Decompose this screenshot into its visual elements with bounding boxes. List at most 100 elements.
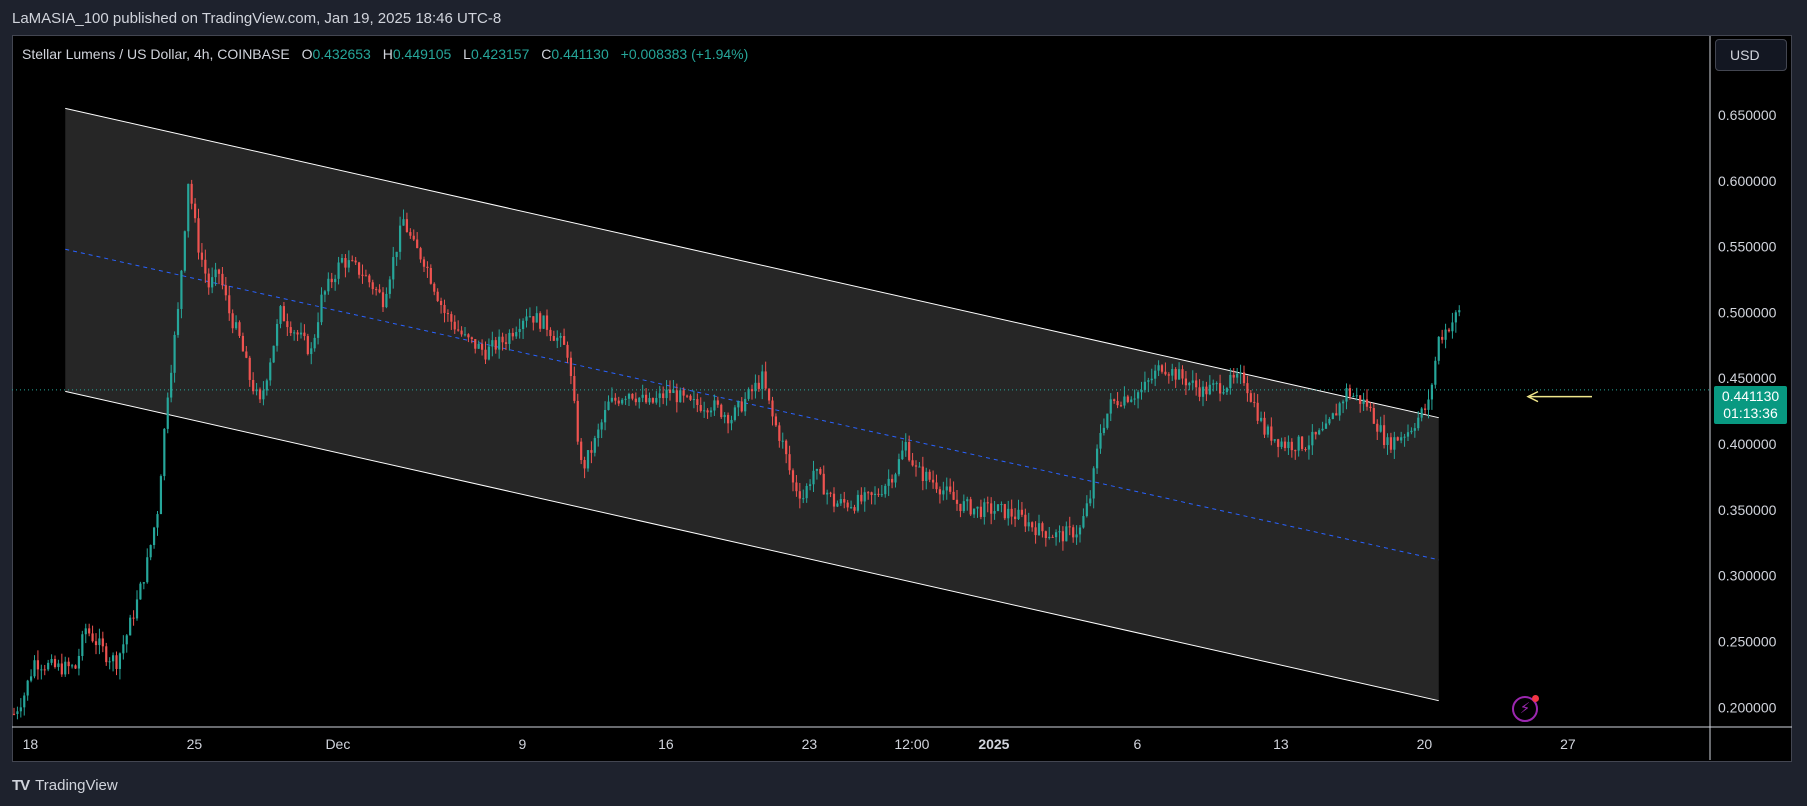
candle-body — [1031, 522, 1034, 528]
candle-body — [1417, 417, 1420, 429]
candle-body — [1037, 523, 1041, 536]
candle-body — [149, 545, 152, 558]
low-value: 0.423157 — [470, 46, 530, 62]
candle-body — [733, 407, 737, 420]
candle-body — [299, 332, 303, 335]
candle-body — [1396, 437, 1399, 441]
candle-body — [699, 404, 702, 411]
candle-body — [433, 283, 436, 292]
candle-body — [549, 329, 552, 336]
alert-dot — [1532, 695, 1539, 702]
low-key: L — [463, 46, 471, 62]
candle-body — [624, 398, 627, 400]
candle-body — [1236, 373, 1239, 378]
candle-body — [354, 260, 357, 263]
candle-body — [132, 617, 135, 619]
lightning-icon[interactable]: ⚡ — [1512, 695, 1539, 722]
y-tick-label: 0.300000 — [1718, 568, 1777, 584]
candle-body — [1065, 526, 1068, 542]
candle-body — [88, 628, 91, 634]
candle-body — [1376, 423, 1379, 432]
candle-body — [200, 252, 204, 260]
candle-body — [480, 343, 484, 350]
candle-body — [1270, 426, 1273, 441]
candle-body — [1010, 508, 1013, 517]
candle-body — [484, 349, 487, 360]
candle-body — [679, 390, 682, 403]
high-key: H — [382, 46, 393, 62]
candle-body — [566, 344, 569, 358]
candle-body — [313, 337, 316, 349]
candle-body — [1386, 437, 1389, 446]
candle-body — [180, 270, 183, 309]
candle-body — [610, 397, 614, 402]
candle-body — [1324, 423, 1328, 429]
candle-body — [928, 471, 931, 480]
candle-body — [57, 663, 60, 668]
candle-body — [552, 335, 555, 341]
candle-body — [272, 345, 275, 363]
candle-body — [713, 400, 716, 411]
candle-body — [1013, 516, 1017, 520]
candle-body — [275, 323, 279, 346]
candle-body — [166, 397, 169, 429]
candle-body — [1355, 395, 1358, 397]
candle-body — [832, 493, 836, 507]
candle-body — [1174, 369, 1177, 380]
candle-body — [1362, 399, 1365, 404]
close-key: C — [541, 46, 552, 62]
candle-body — [1017, 509, 1020, 520]
candle-body — [1027, 522, 1030, 527]
candle-body — [36, 660, 40, 670]
candle-body — [672, 390, 675, 394]
candle-body — [70, 665, 74, 667]
candle-body — [617, 400, 620, 404]
candle-body — [990, 503, 993, 514]
candle-body — [323, 291, 327, 295]
candle-body — [357, 262, 361, 275]
candle-body — [1075, 534, 1078, 538]
candle-body — [737, 401, 740, 408]
candle-body — [211, 277, 214, 288]
candle-body — [1212, 383, 1215, 385]
candle-body — [569, 357, 573, 377]
candle-body — [856, 494, 860, 511]
candle-body — [289, 327, 292, 334]
candle-body — [1277, 439, 1280, 447]
candle-body — [822, 473, 825, 495]
candle-body — [908, 441, 911, 461]
candle-body — [1054, 532, 1058, 538]
candle-body — [111, 655, 115, 662]
currency-button[interactable]: USD — [1715, 39, 1787, 71]
candle-body — [1082, 516, 1085, 528]
candle-body — [1136, 392, 1140, 399]
candle-body — [795, 482, 798, 492]
candle-body — [310, 348, 313, 355]
candle-body — [771, 400, 774, 417]
candle-body — [993, 510, 996, 514]
candle-body — [146, 557, 149, 583]
footer-brand[interactable]: TradingView — [35, 776, 118, 794]
candle-body — [1157, 365, 1160, 371]
candle-body — [576, 400, 579, 442]
candle-body — [1314, 431, 1317, 435]
candle-body — [1434, 360, 1437, 385]
x-tick-label: 2025 — [978, 736, 1009, 752]
candle-body — [241, 335, 245, 352]
candle-body — [1068, 526, 1071, 528]
candle-body — [959, 503, 962, 512]
candle-body — [1413, 428, 1416, 431]
candle-body — [460, 330, 463, 335]
candle-body — [443, 305, 446, 314]
candle-body — [949, 486, 952, 492]
candle-body — [791, 470, 795, 483]
footer: TV TradingView — [12, 773, 118, 797]
candle-body — [1133, 398, 1136, 400]
candle-body — [293, 332, 296, 334]
candle-body — [812, 470, 815, 485]
candle-body — [665, 389, 668, 399]
candle-body — [47, 662, 50, 670]
candle-body — [176, 308, 180, 335]
candle-body — [258, 389, 262, 400]
